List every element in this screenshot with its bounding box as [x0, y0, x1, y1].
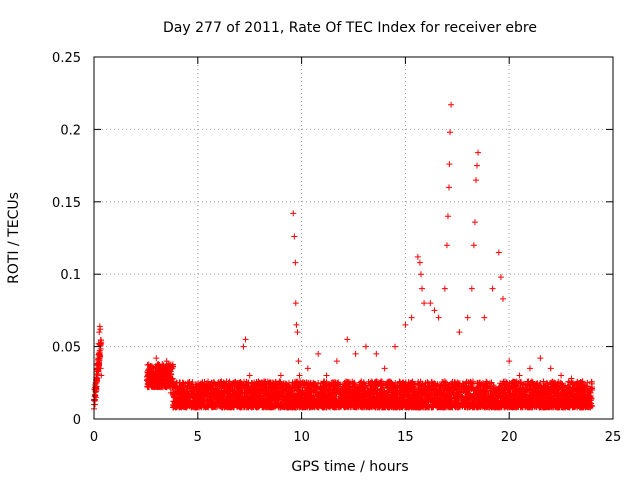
noise-point — [211, 380, 218, 387]
noise-point — [229, 383, 236, 390]
noise-point — [379, 394, 386, 401]
noise-point — [557, 385, 564, 392]
noise-point — [355, 395, 362, 402]
noise-point — [364, 390, 371, 397]
noise-point — [406, 388, 413, 395]
noise-point — [492, 394, 499, 401]
noise-point — [383, 382, 390, 389]
noise-point — [540, 378, 547, 385]
noise-point — [180, 380, 187, 387]
noise-point — [276, 378, 283, 385]
noise-point — [93, 368, 100, 375]
noise-point — [429, 380, 436, 387]
noise-point — [518, 399, 525, 406]
noise-point — [565, 378, 572, 385]
noise-point — [303, 389, 310, 396]
noise-point — [449, 381, 456, 388]
noise-point — [220, 396, 227, 403]
noise-point — [440, 379, 447, 386]
noise-point — [170, 380, 177, 387]
noise-point — [407, 389, 414, 396]
noise-point — [549, 401, 556, 408]
noise-point — [550, 388, 557, 395]
noise-point — [500, 378, 507, 385]
noise-point — [554, 403, 561, 410]
noise-point — [579, 378, 586, 385]
noise-point — [436, 382, 443, 389]
noise-point — [368, 392, 375, 399]
noise-point — [345, 387, 352, 394]
noise-point — [459, 393, 466, 400]
noise-point — [396, 378, 403, 385]
grid-lines — [94, 57, 613, 419]
noise-point — [450, 391, 457, 398]
noise-point — [428, 379, 435, 386]
noise-point — [434, 403, 441, 410]
noise-point — [170, 402, 177, 409]
noise-point — [487, 383, 494, 390]
noise-point — [310, 398, 317, 405]
noise-point — [456, 388, 463, 395]
noise-point — [475, 390, 482, 397]
noise-point — [497, 380, 504, 387]
background-data-cloud — [91, 336, 596, 411]
noise-point — [317, 380, 324, 387]
noise-point — [225, 390, 232, 397]
noise-point — [145, 361, 152, 368]
noise-point — [315, 379, 322, 386]
noise-point — [378, 385, 385, 392]
noise-point — [487, 402, 494, 409]
noise-point — [96, 349, 103, 356]
noise-point — [559, 384, 566, 391]
noise-point — [518, 379, 525, 386]
noise-point — [321, 378, 328, 385]
noise-point — [476, 393, 483, 400]
noise-point — [342, 403, 349, 410]
noise-point — [219, 404, 226, 411]
noise-point — [98, 337, 105, 344]
noise-point — [486, 380, 493, 387]
noise-point — [370, 388, 377, 395]
noise-point — [470, 387, 477, 394]
noise-point — [216, 402, 223, 409]
noise-point — [265, 404, 272, 411]
noise-point — [522, 391, 529, 398]
noise-point — [548, 394, 555, 401]
noise-point — [428, 396, 435, 403]
noise-point — [343, 378, 350, 385]
noise-point — [393, 383, 400, 390]
